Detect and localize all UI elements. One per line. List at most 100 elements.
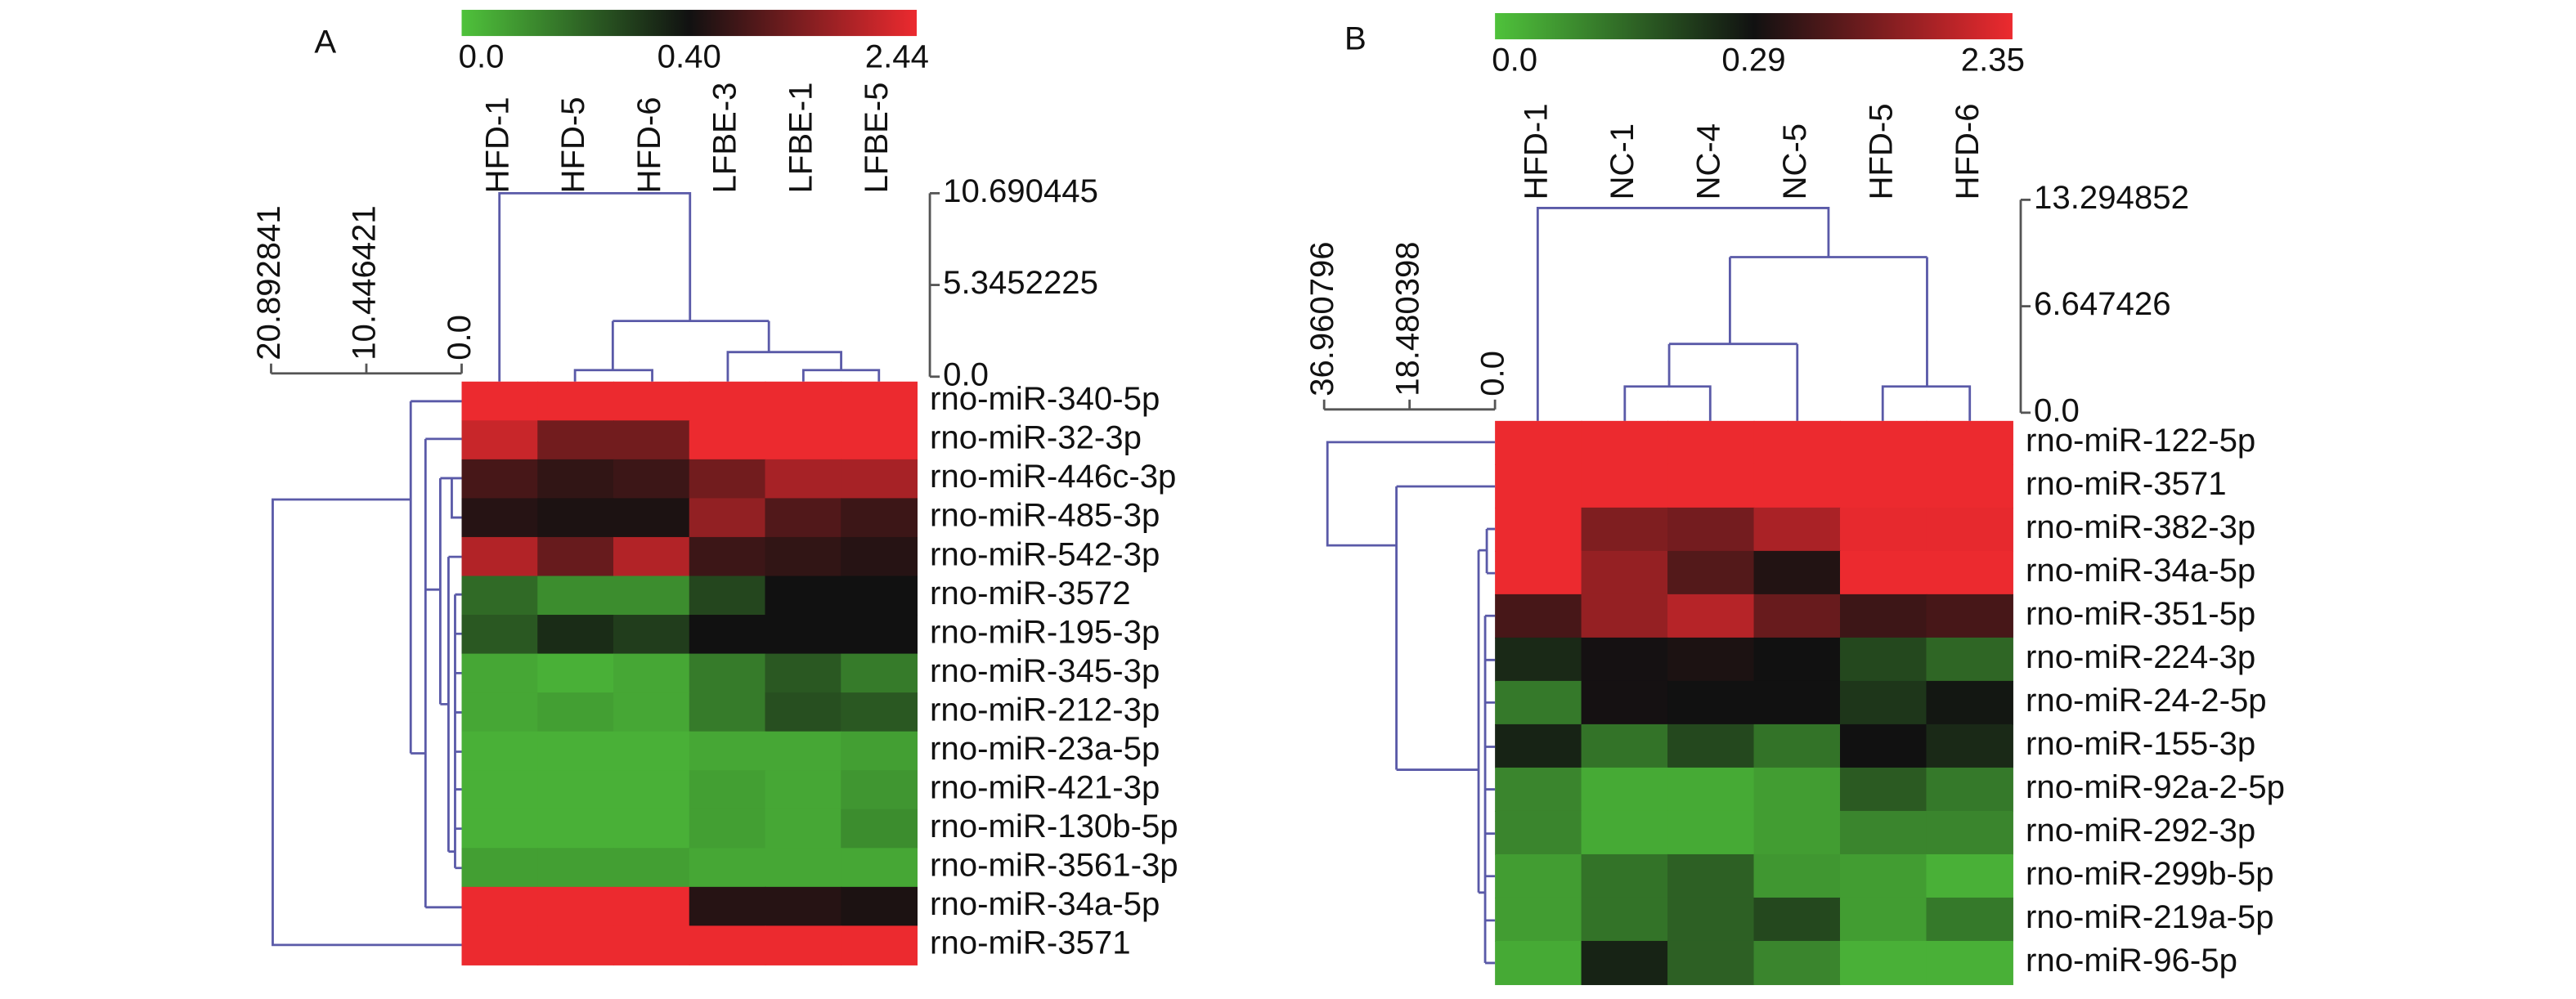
heatmap-cell	[461, 653, 539, 694]
heatmap-cell	[537, 809, 615, 849]
heatmap-cell	[841, 498, 918, 538]
colorbar	[1495, 13, 2013, 40]
heatmap-cell	[841, 576, 918, 616]
dendrogram-tick-label: 0.0	[943, 356, 989, 392]
heatmap-cell	[1667, 767, 1755, 812]
heatmap-cell	[689, 692, 766, 732]
row-dendrogram	[272, 400, 462, 947]
heatmap-cell	[1581, 550, 1669, 595]
heatmap-cell	[1581, 637, 1669, 682]
heatmap-cell	[1753, 594, 1842, 638]
heatmap-cell	[1667, 507, 1755, 552]
heatmap-cell	[841, 381, 918, 422]
colorbar	[461, 10, 917, 37]
colorbar-tick-label: 0.0	[459, 38, 505, 75]
heatmap-cell	[1495, 637, 1582, 682]
column-label: HFD-1	[1517, 103, 1554, 199]
colorbar-tick-label: 2.44	[865, 38, 929, 75]
heatmap-cell	[689, 848, 766, 888]
heatmap-cell	[1840, 550, 1928, 595]
heatmap-cell	[1840, 940, 1928, 985]
row-label: rno-miR-542-3p	[930, 535, 1160, 572]
heatmap-cell	[841, 692, 918, 732]
heatmap-cell	[1495, 940, 1582, 985]
dendrogram-tick-label: 36.960796	[1304, 241, 1340, 396]
heatmap-cell	[613, 848, 690, 888]
heatmap-cell	[1840, 507, 1928, 552]
heatmap-cell	[841, 809, 918, 849]
heatmap-cell	[1926, 637, 2013, 682]
heatmap-cell	[461, 731, 539, 772]
heatmap-cell	[1495, 767, 1582, 812]
panel-label: B	[1344, 20, 1367, 57]
heatmap-cell	[461, 498, 539, 538]
heatmap-cell	[1753, 507, 1842, 552]
heatmap-cell	[1581, 507, 1669, 552]
heatmap-cell	[1753, 637, 1842, 682]
heatmap-cell	[613, 653, 690, 694]
row-label: rno-miR-446c-3p	[930, 458, 1176, 495]
row-label: rno-miR-382-3p	[2026, 508, 2255, 545]
heatmap-cell	[1581, 767, 1669, 812]
heatmap-cell	[1840, 594, 1928, 638]
heatmap-cell	[1581, 810, 1669, 855]
heatmap-cell	[461, 381, 539, 422]
row-label: rno-miR-92a-2-5p	[2026, 768, 2285, 805]
heatmap-cell	[1926, 940, 2013, 985]
heatmap-cell	[841, 615, 918, 655]
dendrogram-tick-label: 5.3452225	[943, 264, 1098, 301]
row-label: rno-miR-130b-5p	[930, 808, 1178, 844]
row-label: rno-miR-3571	[2026, 465, 2227, 502]
column-label: HFD-6	[1949, 103, 1986, 199]
heatmap-cell	[841, 770, 918, 810]
heatmap-cell	[841, 731, 918, 772]
heatmap-cell	[461, 809, 539, 849]
heatmap-cell	[1840, 464, 1928, 508]
heatmap-cell	[689, 576, 766, 616]
heatmap-cell	[1840, 810, 1928, 855]
row-label: rno-miR-34a-5p	[930, 885, 1160, 922]
dendrogram-tick-label: 0.0	[2034, 392, 2080, 428]
heatmap-cell	[841, 925, 918, 965]
heatmap-cell	[1753, 810, 1842, 855]
heatmap-cell	[1667, 680, 1755, 725]
heatmap-cell	[1926, 767, 2013, 812]
heatmap-cell	[537, 615, 615, 655]
row-label: rno-miR-485-3p	[930, 497, 1160, 534]
heatmap-cell	[689, 615, 766, 655]
heatmap-cell	[613, 420, 690, 460]
dendrogram-tick-label: 10.690445	[943, 172, 1098, 209]
dendrogram-tick-label: 18.480398	[1389, 241, 1425, 396]
heatmap-cell	[461, 848, 539, 888]
heatmap-cell	[1581, 853, 1669, 898]
dendrogram-tick-label: 6.647426	[2034, 285, 2171, 322]
colorbar-tick-label: 2.35	[1961, 42, 2025, 78]
heatmap-cell	[1495, 853, 1582, 898]
column-label: LFBE-3	[707, 83, 743, 194]
heatmap-cell	[689, 653, 766, 694]
heatmap-cell	[765, 615, 842, 655]
row-dendrogram	[1326, 441, 1496, 965]
heatmap-cell	[689, 925, 766, 965]
heatmap-cell	[537, 459, 615, 500]
dendrogram-tick-label: 10.446421	[346, 205, 383, 360]
heatmap-cell	[1667, 594, 1755, 638]
heatmap-cell	[1495, 810, 1582, 855]
heatmap-cell	[1840, 637, 1928, 682]
heatmap-cell	[613, 886, 690, 927]
heatmap-cell	[613, 459, 690, 500]
row-label: rno-miR-292-3p	[2026, 812, 2255, 849]
heatmap-cell	[689, 886, 766, 927]
heatmap-cell	[461, 576, 539, 616]
heatmap-cell	[1495, 464, 1582, 508]
heatmap-cell	[613, 692, 690, 732]
heatmap-cell	[1495, 594, 1582, 638]
heatmap-cell	[537, 731, 615, 772]
heatmap-cell	[841, 420, 918, 460]
heatmap-cell	[765, 731, 842, 772]
dendrogram-tick-label: 20.892841	[250, 205, 287, 360]
heatmap-cell	[689, 459, 766, 500]
row-label: rno-miR-3572	[930, 575, 1131, 611]
column-label: HFD-5	[1862, 103, 1899, 199]
row-label: rno-miR-122-5p	[2026, 422, 2255, 459]
